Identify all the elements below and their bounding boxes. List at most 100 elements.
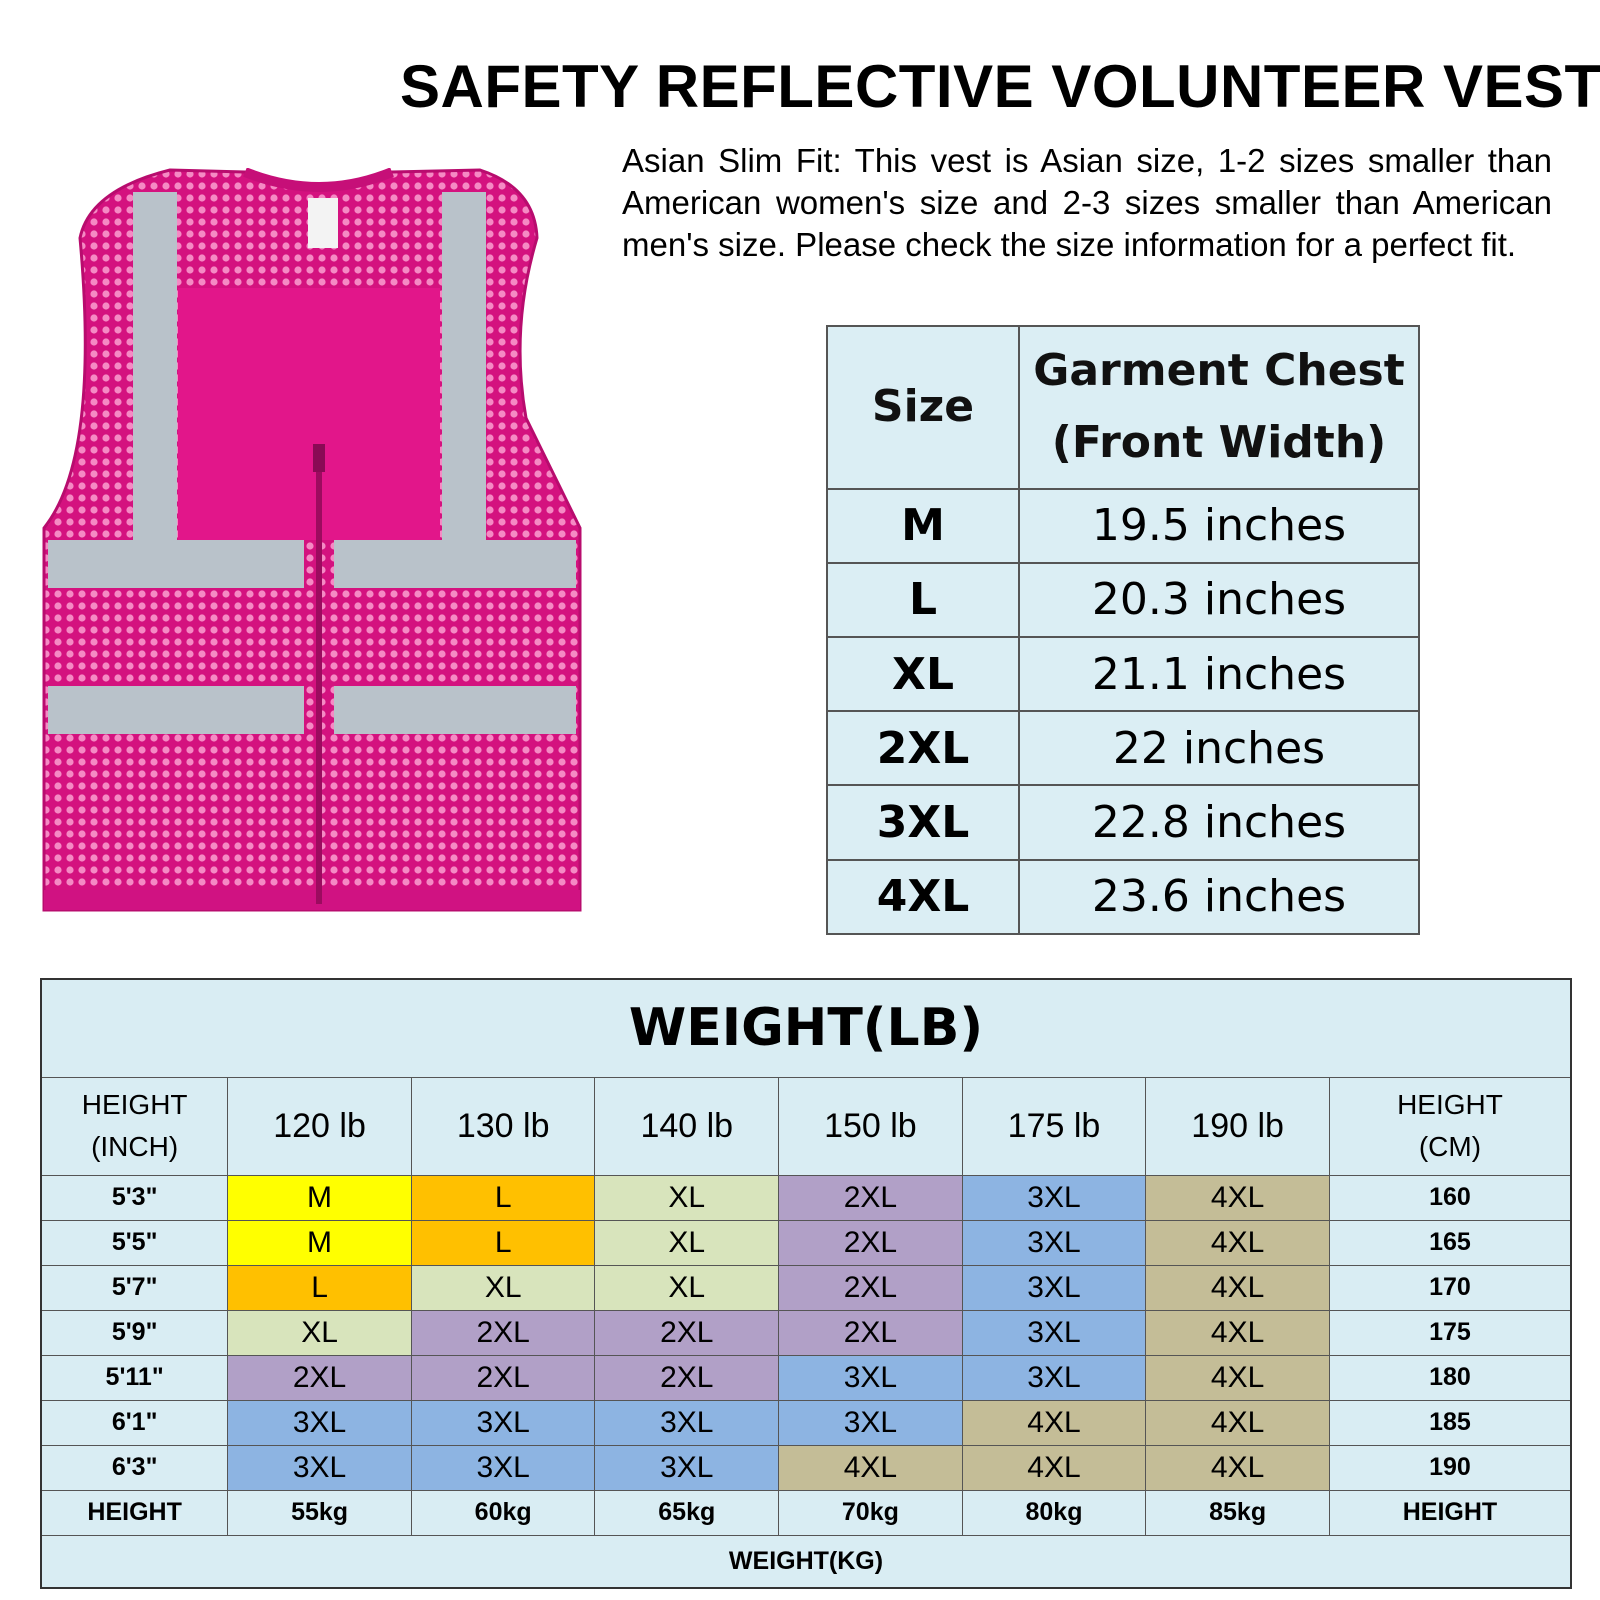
weight-kg-cell: 85kg [1145, 1489, 1330, 1536]
size-cell: 3XL [961, 1309, 1147, 1356]
size-chart-row: 5'3" M L XL 2XL 3XL 4XL 160 [40, 1174, 1572, 1221]
size-cell: M [227, 1219, 412, 1266]
size-cell: 3XL [961, 1354, 1147, 1401]
size-chart-row: 5'5" M L XL 2XL 3XL 4XL 165 [40, 1219, 1572, 1266]
vest-image [42, 168, 582, 912]
chest-size: M [826, 487, 1020, 564]
size-cell: 3XL [410, 1399, 596, 1446]
size-cell: XL [227, 1309, 412, 1356]
size-cell: 2XL [227, 1354, 412, 1401]
height-inch-header-line2: (INCH) [91, 1131, 179, 1162]
chest-value: 23.6 inches [1018, 858, 1420, 936]
size-chart-row: 5'7" L XL XL 2XL 3XL 4XL 170 [40, 1264, 1572, 1311]
size-cell: 4XL [1145, 1444, 1330, 1491]
chest-row: XL 21.1 inches [826, 635, 1420, 713]
size-cell: 2XL [410, 1309, 596, 1356]
chest-value: 22.8 inches [1018, 784, 1420, 861]
reflective-band-upper-right [334, 540, 576, 588]
size-cell: XL [594, 1174, 780, 1221]
size-cell: 4XL [1145, 1219, 1330, 1266]
weight-lb-title: WEIGHT(LB) [40, 978, 1572, 1078]
chest-value: 21.1 inches [1018, 635, 1420, 713]
height-weight-size-chart: WEIGHT(LB) HEIGHT (INCH) 120 lb 130 lb 1… [40, 978, 1572, 1589]
chest-row: 4XL 23.6 inches [826, 858, 1420, 936]
size-cell: 4XL [1145, 1264, 1330, 1311]
size-cell: 2XL [778, 1174, 963, 1221]
size-chart-row: 6'3" 3XL 3XL 3XL 4XL 4XL 4XL 190 [40, 1444, 1572, 1491]
weight-kg-footer: WEIGHT(KG) [40, 1534, 1572, 1589]
size-chart-row: 5'9" XL 2XL 2XL 2XL 3XL 4XL 175 [40, 1309, 1572, 1356]
chest-value: 20.3 inches [1018, 561, 1420, 639]
size-cell: XL [594, 1219, 780, 1266]
size-cell: 4XL [1145, 1399, 1330, 1446]
chest-value: 22 inches [1018, 710, 1420, 787]
reflective-band-lower-left [48, 686, 304, 734]
size-cell: 3XL [227, 1399, 412, 1446]
weight-lb-header: 190 lb [1145, 1076, 1330, 1176]
kg-row-height-label-right: HEIGHT [1328, 1489, 1572, 1536]
vest-label [308, 198, 338, 248]
weight-kg-cell: 65kg [594, 1489, 780, 1536]
weight-kg-cell: 55kg [227, 1489, 412, 1536]
weight-lb-header: 140 lb [594, 1076, 780, 1176]
reflective-strap-left [133, 192, 177, 542]
chest-row: 3XL 22.8 inches [826, 784, 1420, 861]
height-inch-cell: 5'7" [40, 1264, 229, 1311]
weight-lb-header: 150 lb [778, 1076, 963, 1176]
size-cell: 3XL [410, 1444, 596, 1491]
size-cell: L [410, 1174, 596, 1221]
reflective-band-lower-right [334, 686, 576, 734]
size-cell: 4XL [1145, 1309, 1330, 1356]
weight-lb-header: 130 lb [410, 1076, 596, 1176]
size-chart-row: 6'1" 3XL 3XL 3XL 3XL 4XL 4XL 185 [40, 1399, 1572, 1446]
chest-row: 2XL 22 inches [826, 710, 1420, 787]
chest-size: L [826, 561, 1020, 639]
size-cell: 4XL [1145, 1174, 1330, 1221]
height-inch-cell: 6'1" [40, 1399, 229, 1446]
reflective-band-upper-left [48, 540, 304, 588]
size-cell: 2XL [778, 1264, 963, 1311]
weight-kg-cell: 60kg [410, 1489, 596, 1536]
height-inch-cell: 5'3" [40, 1174, 229, 1221]
size-cell: 3XL [227, 1444, 412, 1491]
height-cm-header-line1: HEIGHT [1397, 1089, 1503, 1120]
size-cell: L [227, 1264, 412, 1311]
reflective-strap-right [442, 192, 486, 542]
chest-size: XL [826, 635, 1020, 713]
weight-lb-header: 175 lb [961, 1076, 1147, 1176]
height-cm-cell: 185 [1328, 1399, 1572, 1446]
height-inch-cell: 6'3" [40, 1444, 229, 1491]
height-cm-cell: 170 [1328, 1264, 1572, 1311]
height-inch-cell: 5'11" [40, 1354, 229, 1401]
height-inch-header-line1: HEIGHT [81, 1089, 188, 1120]
chest-size: 2XL [826, 710, 1020, 787]
chest-value: 19.5 inches [1018, 487, 1420, 564]
chest-size-table: Size Garment Chest (Front Width) M 19.5 … [826, 325, 1420, 936]
size-cell: 3XL [594, 1399, 780, 1446]
size-cell: XL [594, 1264, 780, 1311]
size-cell: 2XL [778, 1309, 963, 1356]
size-cell: 3XL [594, 1444, 780, 1491]
size-cell: M [227, 1174, 412, 1221]
height-cm-cell: 175 [1328, 1309, 1572, 1356]
chest-row: M 19.5 inches [826, 487, 1420, 564]
size-cell: 3XL [778, 1399, 963, 1446]
height-cm-cell: 165 [1328, 1219, 1572, 1266]
size-header: Size [826, 325, 1020, 490]
vest-chest-panel [178, 288, 440, 540]
weight-kg-cell: 70kg [778, 1489, 963, 1536]
size-cell: XL [410, 1264, 596, 1311]
chest-header-line1: Garment Chest [1033, 345, 1405, 397]
chest-size: 3XL [826, 784, 1020, 861]
weight-kg-cell: 80kg [961, 1489, 1147, 1536]
height-cm-header-line2: (CM) [1418, 1131, 1482, 1162]
size-cell: 3XL [961, 1264, 1147, 1311]
kg-row-height-label-left: HEIGHT [40, 1489, 229, 1536]
size-cell: 3XL [961, 1219, 1147, 1266]
size-cell: L [410, 1219, 596, 1266]
weight-lb-header: 120 lb [227, 1076, 412, 1176]
size-cell: 2XL [778, 1219, 963, 1266]
chest-size: 4XL [826, 858, 1020, 936]
size-chart-row: 5'11" 2XL 2XL 2XL 3XL 3XL 4XL 180 [40, 1354, 1572, 1401]
size-cell: 3XL [778, 1354, 963, 1401]
